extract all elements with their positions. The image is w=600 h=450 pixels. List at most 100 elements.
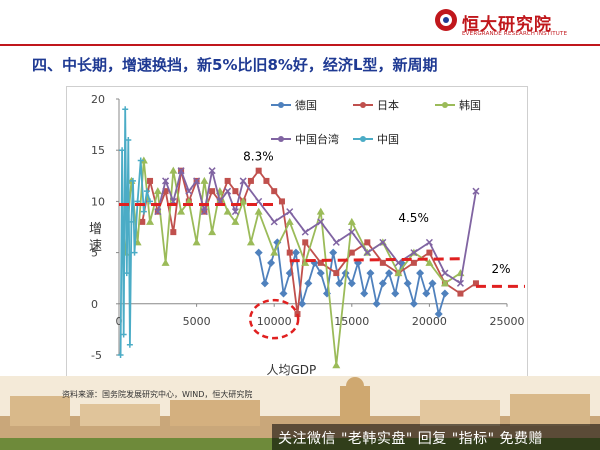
- x-tick-label: 5000: [183, 315, 211, 328]
- data-point: [391, 289, 400, 298]
- data-point: [316, 207, 325, 215]
- data-point: [122, 106, 129, 113]
- data-point: [372, 299, 381, 308]
- data-point: [254, 207, 263, 215]
- data-point: [146, 217, 155, 225]
- x-tick-label: 15000: [334, 315, 369, 328]
- y-tick-label: 10: [91, 195, 105, 208]
- legend-marker: [442, 102, 448, 108]
- data-point: [347, 279, 356, 288]
- series-line-4: [119, 109, 151, 356]
- data-point: [177, 207, 186, 215]
- data-point: [410, 249, 418, 257]
- annotation-label: 4.5%: [398, 211, 429, 225]
- header-rule: [0, 44, 600, 46]
- data-point: [123, 270, 130, 277]
- x-tick-label: 25000: [490, 315, 525, 328]
- legend-label: 中国: [377, 133, 399, 146]
- data-point: [301, 228, 309, 236]
- data-point: [120, 331, 127, 338]
- data-point: [239, 177, 247, 185]
- data-point: [457, 290, 464, 297]
- data-point: [193, 177, 201, 185]
- data-point: [302, 239, 309, 246]
- data-point: [298, 299, 307, 308]
- data-point: [223, 207, 232, 215]
- data-point: [347, 217, 356, 225]
- data-point: [456, 279, 464, 287]
- data-point: [260, 279, 269, 288]
- data-point: [224, 187, 232, 195]
- x-tick-label: 20000: [412, 315, 447, 328]
- footer-banner-text: 关注微信 "老韩实盘" 回复 "指标" 免费赠: [278, 431, 544, 447]
- data-point: [394, 269, 403, 277]
- data-point: [332, 238, 340, 246]
- data-point: [139, 156, 148, 164]
- data-point: [316, 269, 325, 278]
- data-point: [255, 167, 262, 174]
- data-point: [200, 176, 209, 184]
- data-point: [472, 280, 479, 287]
- data-point: [154, 208, 162, 216]
- data-point: [128, 218, 135, 225]
- data-point: [162, 177, 170, 185]
- data-point: [139, 218, 146, 225]
- annotation-label: 8.3%: [243, 149, 274, 163]
- data-point: [440, 289, 449, 298]
- data-point: [279, 289, 288, 298]
- data-point: [185, 187, 193, 195]
- data-point: [129, 177, 136, 184]
- data-point: [270, 248, 279, 256]
- data-point: [403, 279, 412, 288]
- y-tick-label: 20: [91, 93, 105, 106]
- data-point: [231, 217, 240, 225]
- data-point: [286, 208, 294, 216]
- slide-title: 四、中长期，增速换挡，新5%比旧8%好，经济L型，新周期: [32, 56, 438, 74]
- data-point: [125, 136, 132, 143]
- data-point: [192, 238, 201, 246]
- legend-marker: [360, 136, 366, 142]
- data-point: [140, 208, 147, 215]
- data-point: [200, 208, 208, 216]
- legend-label: 韩国: [459, 98, 481, 112]
- source-note: 资料来源：国务院发展研究中心，WIND，恒大研究院: [62, 390, 253, 399]
- data-point: [422, 289, 431, 298]
- data-point: [291, 248, 300, 257]
- x-axis-label: 人均GDP: [266, 363, 316, 377]
- annotation-label: 2%: [491, 262, 510, 276]
- data-point: [472, 187, 480, 195]
- data-point: [247, 177, 254, 184]
- data-point: [239, 197, 248, 205]
- y-tick-label: 15: [91, 144, 105, 157]
- data-point: [169, 166, 178, 174]
- data-point: [117, 352, 124, 358]
- data-point: [440, 279, 449, 287]
- data-point: [301, 258, 310, 266]
- data-point: [394, 259, 402, 267]
- data-point: [348, 228, 356, 236]
- data-point: [147, 198, 154, 205]
- data-point: [143, 188, 150, 195]
- data-point: [184, 197, 193, 205]
- data-point: [426, 249, 433, 256]
- data-point: [379, 238, 387, 246]
- data-point: [333, 270, 340, 277]
- data-point: [378, 279, 387, 288]
- data-point: [137, 157, 144, 164]
- data-point: [254, 248, 263, 257]
- data-point: [263, 177, 270, 184]
- legend-label: 德国: [295, 98, 317, 112]
- legend-label: 日本: [377, 98, 399, 112]
- data-point: [416, 269, 425, 278]
- data-point: [317, 218, 325, 226]
- data-point: [348, 249, 355, 256]
- data-point: [385, 269, 394, 278]
- data-point: [332, 361, 341, 369]
- data-point: [161, 258, 170, 266]
- data-point: [286, 249, 293, 256]
- footer-banner: [272, 424, 600, 450]
- highlight-circle: [248, 298, 300, 340]
- data-point: [177, 167, 185, 175]
- data-point: [153, 187, 162, 195]
- data-point: [208, 167, 216, 175]
